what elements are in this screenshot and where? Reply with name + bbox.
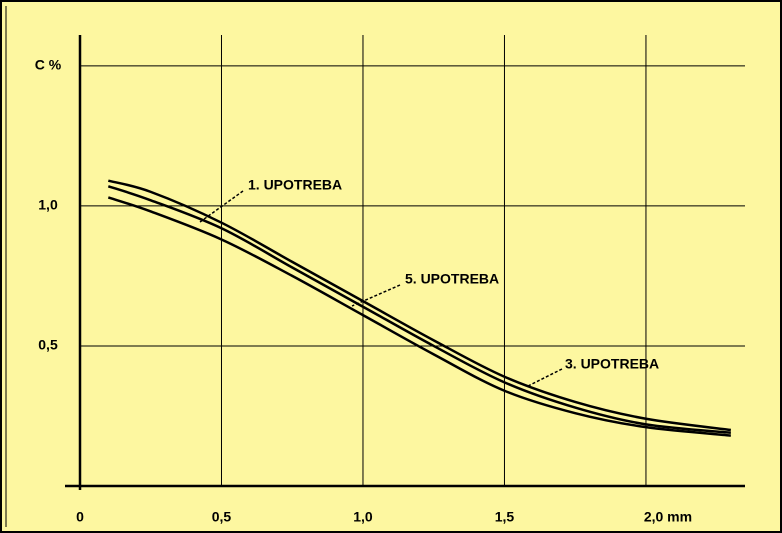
annotation-leader — [527, 368, 563, 387]
x-tick-label: 2,0 mm — [644, 509, 692, 525]
annotation-leader — [199, 190, 244, 223]
y-tick-label: 1,0 — [38, 197, 58, 213]
x-tick-label: 1,0 — [353, 509, 373, 525]
x-tick-label: 1,5 — [495, 509, 515, 525]
x-tick-label: 0,5 — [212, 509, 232, 525]
series-label: 5. UPOTREBA — [405, 271, 499, 287]
x-tick-label: 0 — [76, 509, 84, 525]
annotation-leader — [351, 284, 401, 307]
series-line — [107, 185, 731, 435]
series-label: 1. UPOTREBA — [248, 177, 342, 193]
series-line — [107, 196, 731, 437]
y-tick-label: 0,5 — [38, 337, 58, 353]
series-line — [107, 179, 732, 432]
y-tick-label: C % — [35, 57, 62, 73]
series-label: 3. UPOTREBA — [565, 356, 659, 372]
